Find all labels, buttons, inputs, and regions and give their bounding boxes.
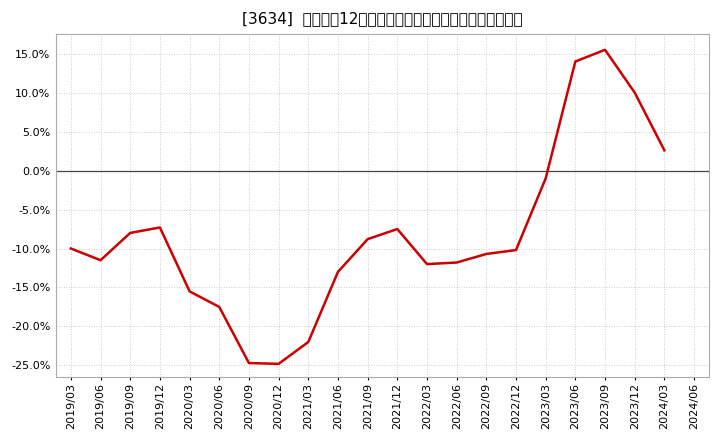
Title: [3634]  売上高の12か月移動合計の対前年同期増減率の推移: [3634] 売上高の12か月移動合計の対前年同期増減率の推移: [242, 11, 523, 26]
